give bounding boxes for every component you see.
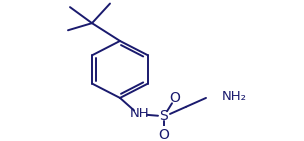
Text: S: S: [160, 109, 168, 123]
Text: O: O: [159, 128, 169, 141]
Text: NH: NH: [130, 107, 150, 120]
Text: NH₂: NH₂: [222, 90, 247, 103]
Text: O: O: [170, 91, 181, 105]
